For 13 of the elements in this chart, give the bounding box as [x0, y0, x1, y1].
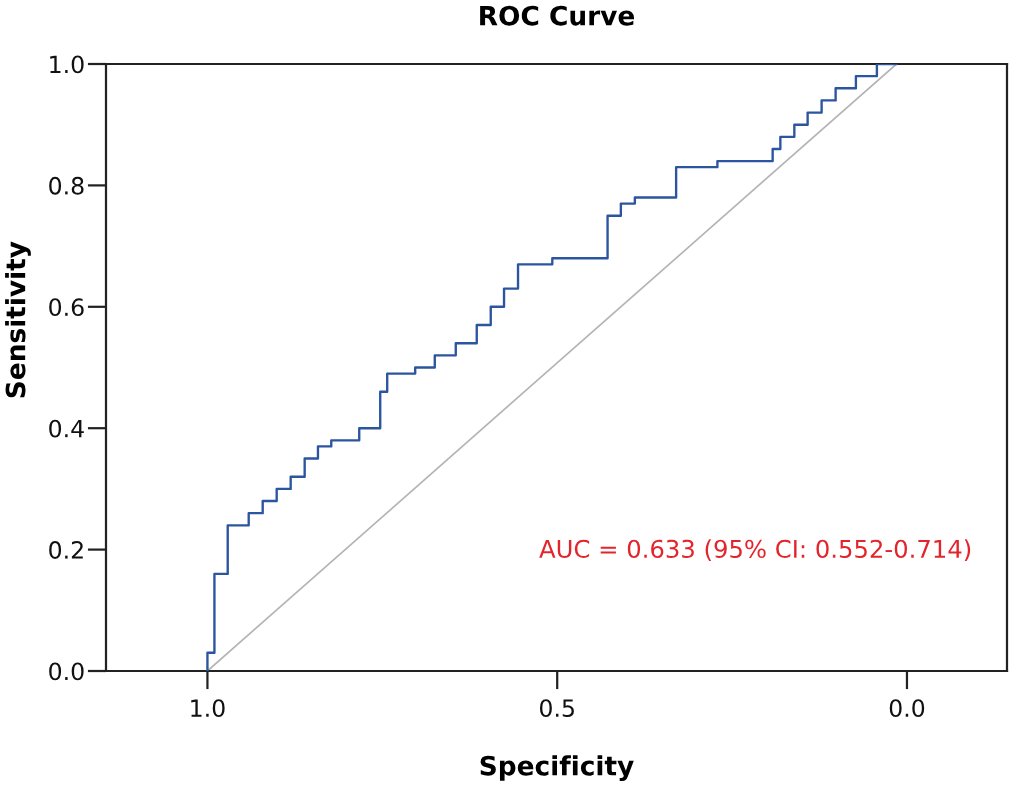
x-axis-title: Specificity: [480, 755, 634, 781]
y-tick-label: 1.0: [50, 55, 84, 74]
y-axis-title: Sensitivity: [5, 241, 31, 398]
x-tick-label: 0.5: [539, 699, 574, 718]
y-tick-label: 0.2: [49, 541, 83, 559]
x-tick-label: 0.0: [889, 699, 925, 718]
y-tick-label: 0.6: [49, 298, 84, 317]
x-tick-label: 1.0: [191, 699, 225, 718]
y-tick-label: 0.8: [49, 176, 84, 195]
annotation: AUC = 0.633 (95% CI: 0.552-0.714): [539, 539, 971, 561]
y-tick-label: 0.0: [49, 662, 84, 681]
y-tick-label: 0.4: [49, 419, 84, 438]
chart-title: ROC Curve: [480, 5, 635, 26]
